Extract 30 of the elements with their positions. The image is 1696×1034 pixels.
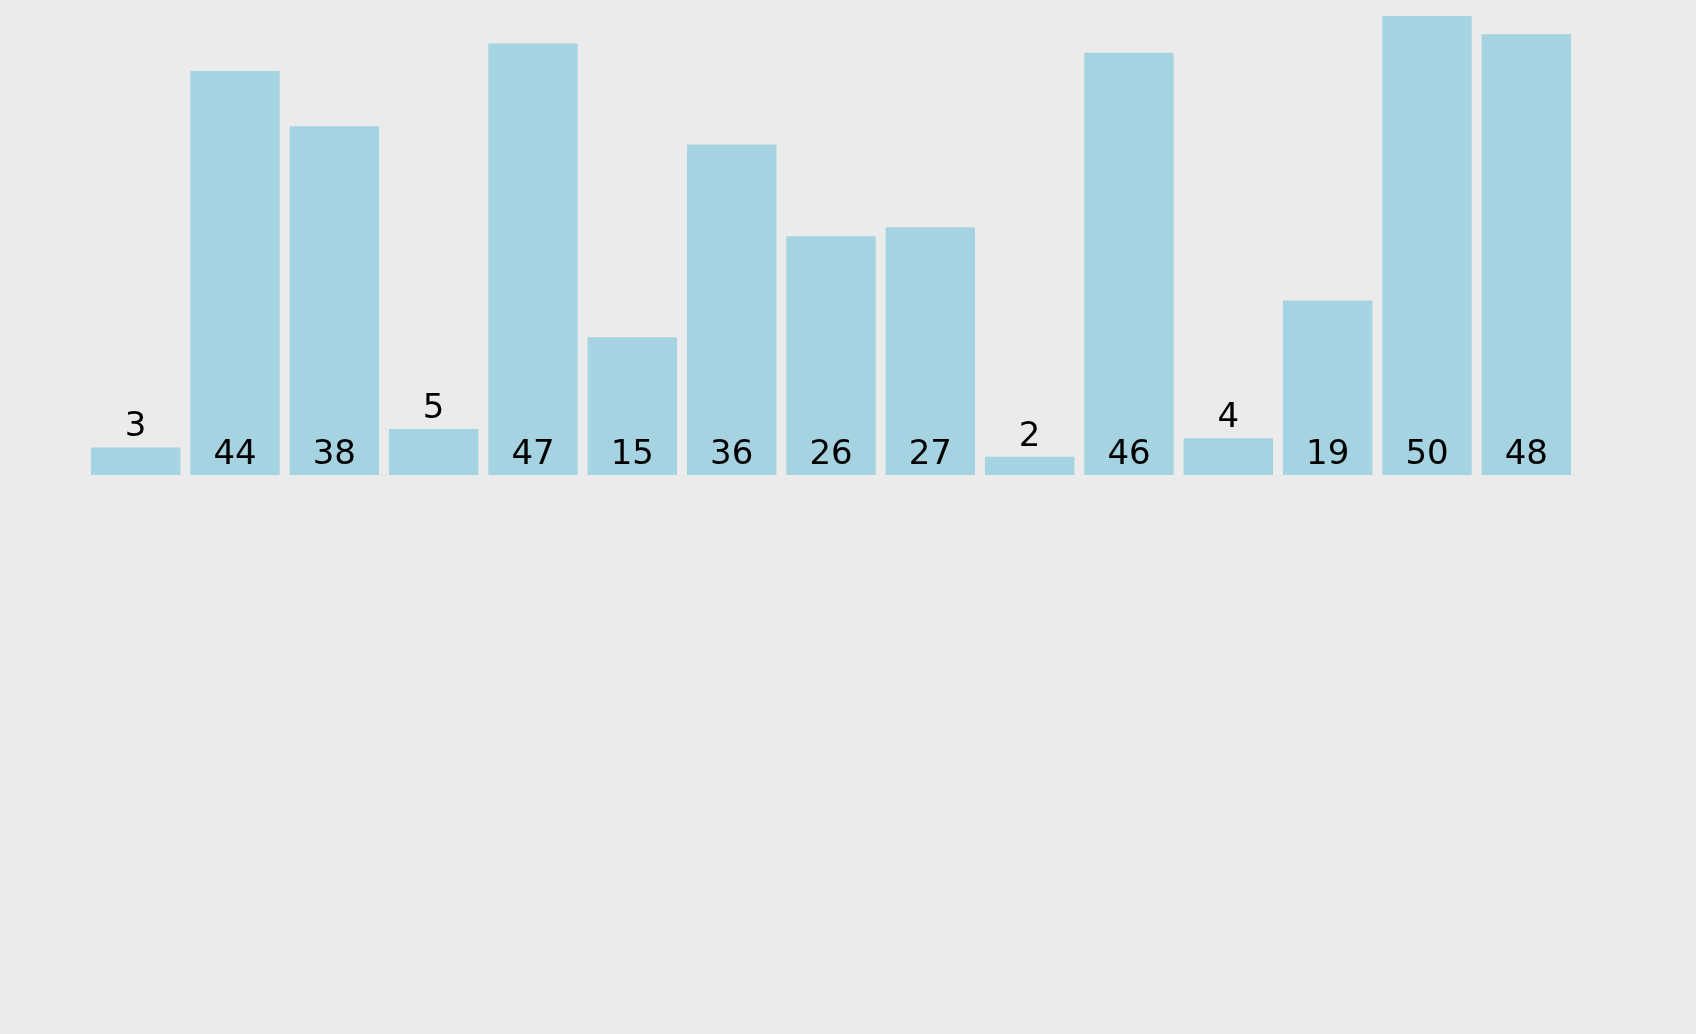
bar xyxy=(885,227,976,475)
bar xyxy=(686,144,777,475)
data-label: 4 xyxy=(1217,395,1240,436)
bar xyxy=(1282,300,1373,475)
data-label: 19 xyxy=(1306,432,1350,472)
data-label: 47 xyxy=(511,432,555,472)
data-label: 50 xyxy=(1405,432,1449,472)
data-label: 44 xyxy=(213,432,257,472)
data-label: 26 xyxy=(809,432,853,472)
data-label: 5 xyxy=(422,386,445,427)
data-label: 46 xyxy=(1107,432,1151,472)
bar xyxy=(1183,438,1274,475)
bar xyxy=(488,43,578,475)
data-label: 15 xyxy=(610,432,654,472)
bar xyxy=(587,337,678,475)
bar xyxy=(289,126,380,475)
bar xyxy=(90,447,181,475)
bar xyxy=(984,456,1075,475)
bar xyxy=(1481,34,1572,475)
data-label: 36 xyxy=(710,432,754,472)
data-label: 48 xyxy=(1504,432,1548,472)
data-label: 27 xyxy=(908,432,952,472)
bar xyxy=(190,71,280,475)
data-label: 2 xyxy=(1018,413,1041,454)
bar xyxy=(1084,52,1174,475)
bar xyxy=(388,429,479,475)
bar xyxy=(786,236,876,475)
data-label: 38 xyxy=(312,432,356,472)
bar xyxy=(1382,16,1472,475)
data-label: 3 xyxy=(124,404,147,445)
